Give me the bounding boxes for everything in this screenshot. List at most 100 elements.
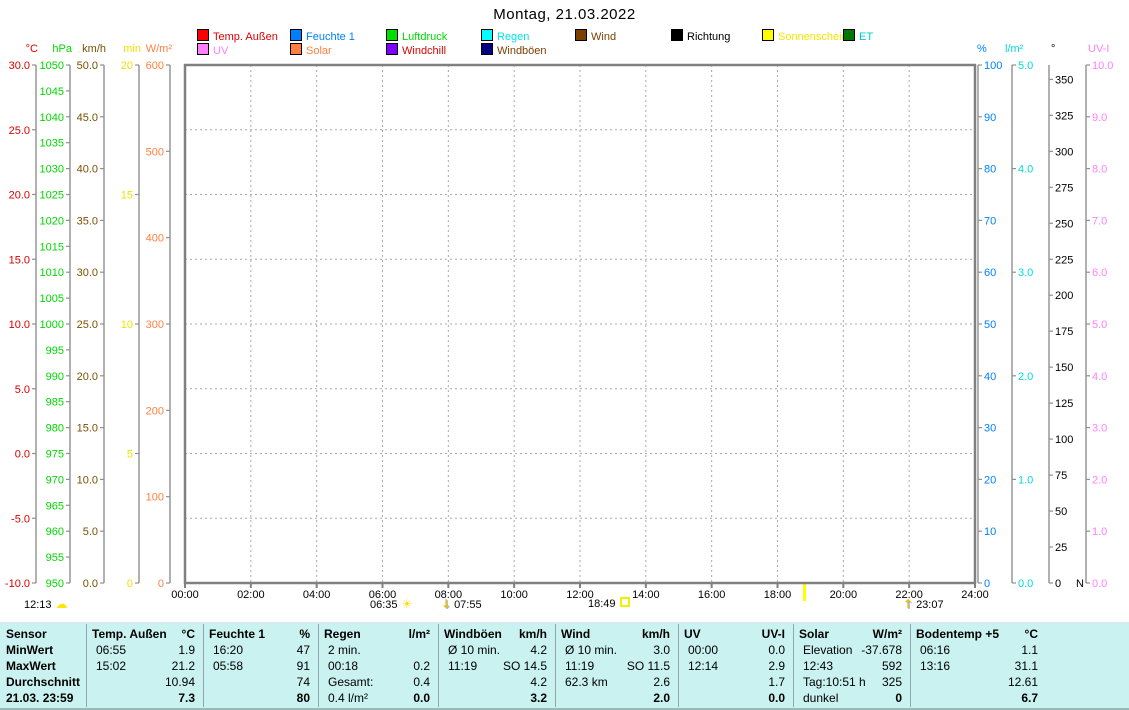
y-axis-°C: -10.0 -5.0 0.0 5.0 10.0 15.0 20.0 25.0 30.0 °C (5, 43, 38, 590)
stat-cell-value: 0.2 (413, 659, 430, 673)
windchill-legend-swatch-icon (386, 43, 398, 55)
legend-item-regen: Regen (481, 29, 529, 43)
uv-legend-swatch-icon (197, 43, 209, 55)
tick-label: 0 (127, 578, 133, 590)
tick-label: 0.0 (83, 578, 98, 590)
tick-label: 50 (984, 319, 996, 331)
tick-label: 965 (46, 500, 64, 512)
legend-label: Windböen (497, 45, 547, 57)
tick-label: 1025 (40, 190, 64, 202)
stat-cell-value: 0.0 (768, 691, 785, 705)
sun-icon: ☀ (401, 597, 413, 611)
regen-legend-swatch-icon (481, 29, 493, 41)
tick-label: -10.0 (5, 578, 30, 590)
stat-cell-value: 4.2 (530, 675, 547, 689)
stat-col-name: Wind (561, 627, 591, 641)
marker-sunrise-time: 06:35 ☀ (370, 597, 412, 611)
stat-cell-value: 80 (296, 691, 310, 705)
axis-unit-label: % (977, 43, 987, 55)
et-legend-swatch-icon (843, 29, 855, 41)
series-richtung (237, 78, 973, 526)
tick-label: 40 (984, 371, 996, 383)
tick-label: 1020 (40, 215, 64, 227)
stat-cell-value: SO 11.5 (626, 659, 670, 673)
axis-unit-label: UV-I (1088, 43, 1109, 55)
stat-cell-label: 11:19 (448, 659, 478, 673)
y-axis-UV-I: 0.0 1.0 2.0 3.0 4.0 5.0 6.0 7.0 8.0 9.0 10.0 UV-I (1085, 43, 1113, 590)
tick-label: 50 (1055, 506, 1067, 518)
marker-sunset-time: 18:49 (588, 597, 630, 611)
stat-col-unit: km/h (518, 627, 547, 641)
tick-label: 100 (984, 60, 1002, 72)
legend-label: Temp. Außen (213, 31, 278, 43)
tick-label: 1035 (40, 138, 64, 150)
y-axis-min: 0 5 10 15 20 min (121, 43, 141, 590)
x-tick-label: 04:00 (303, 589, 331, 601)
tick-label: 960 (46, 526, 64, 538)
tick-label: 300 (146, 319, 164, 331)
axis-unit-label: l/m² (1005, 43, 1024, 55)
sunset-square-icon (619, 597, 630, 607)
marker-time: 06:35 (370, 599, 398, 611)
tick-label: 0.0 (1092, 578, 1107, 590)
plot-border (183, 63, 977, 585)
tick-label: 5.0 (1092, 319, 1107, 331)
tick-label: 25.0 (9, 125, 30, 137)
y-axis-W/m²: 0 100 200 300 400 500 600 W/m² (146, 43, 173, 590)
tick-label: 0 (158, 578, 164, 590)
tick-label: 100 (146, 492, 164, 504)
tick-label: 10 (984, 526, 996, 538)
moonrise-arrow-icon: ↑ (903, 597, 914, 611)
legend-item-windchill: Windchill (386, 43, 446, 57)
tick-label: 15.0 (77, 423, 98, 435)
stat-cell-value: 4.2 (530, 643, 547, 657)
legend-item-windboeen: Windböen (481, 43, 547, 57)
tick-label: 400 (146, 233, 164, 245)
stat-cell-label: 15:02 (96, 659, 127, 673)
legend-item-sonnenschein: Sonnenschein (762, 29, 848, 43)
tick-label: 75 (1055, 470, 1067, 482)
stat-cell-value: 0.4 (413, 675, 430, 689)
stat-cell-value: 74 (296, 675, 310, 689)
stat-cell-label: 00:18 (328, 659, 359, 673)
weather-chart: -10.0-5.00.05.010.015.020.025.030.0°C950… (5, 43, 1113, 601)
stat-col-name: Temp. Außen (92, 627, 167, 641)
tick-label: 200 (146, 405, 164, 417)
tick-label: 1030 (40, 164, 64, 176)
stat-cell-value: 3.0 (653, 643, 670, 657)
stat-col-name: Windböen (444, 627, 502, 641)
table-divider (86, 624, 87, 707)
stat-row-label: 21.03. 23:59 (6, 691, 74, 705)
series-windchill (205, 302, 969, 433)
y-axis-%: 0 10 20 30 40 50 60 70 80 90 100% (977, 43, 1002, 590)
axis-unit-label: W/m² (146, 43, 173, 55)
legend-label: Luftdruck (402, 31, 448, 43)
tick-label: 1040 (40, 112, 64, 124)
stat-cell-value: 2.9 (768, 659, 785, 673)
legend-item-feuchte-1: Feuchte 1 (290, 29, 355, 43)
x-tick-label: 12:00 (566, 589, 594, 601)
x-tick-label: 22:00 (895, 589, 923, 601)
tick-label: 150 (1055, 362, 1073, 374)
stat-col-name: Feuchte 1 (209, 627, 266, 641)
x-tick-label: 02:00 (237, 589, 265, 601)
stat-cell-label: dunkel (803, 691, 839, 705)
marker-moon-time: 12:13 ☁ (24, 597, 68, 611)
legend-label: Feuchte 1 (306, 31, 355, 43)
stat-cell-label: 06:55 (96, 643, 127, 657)
stat-cell-value: 0.0 (768, 643, 785, 657)
stat-cell-value: 0.0 (413, 691, 430, 705)
stat-cell-label: Tag:10:51 h (803, 675, 866, 689)
stat-cell-value: 592 (881, 659, 902, 673)
tick-label: 1050 (40, 60, 64, 72)
stat-cell-value: 3.2 (530, 691, 547, 705)
stat-col-name: Bodentemp +5 (916, 627, 1000, 641)
stat-cell-value: 6.7 (1021, 691, 1038, 705)
tick-label: 3.0 (1092, 423, 1107, 435)
tick-label: 20 (121, 60, 133, 72)
tick-label: 80 (984, 164, 996, 176)
stat-cell-label: 0.4 l/m² (328, 691, 369, 705)
table-divider (318, 624, 319, 707)
tick-label: 90 (984, 112, 996, 124)
axis-north-label: N (1076, 578, 1084, 590)
